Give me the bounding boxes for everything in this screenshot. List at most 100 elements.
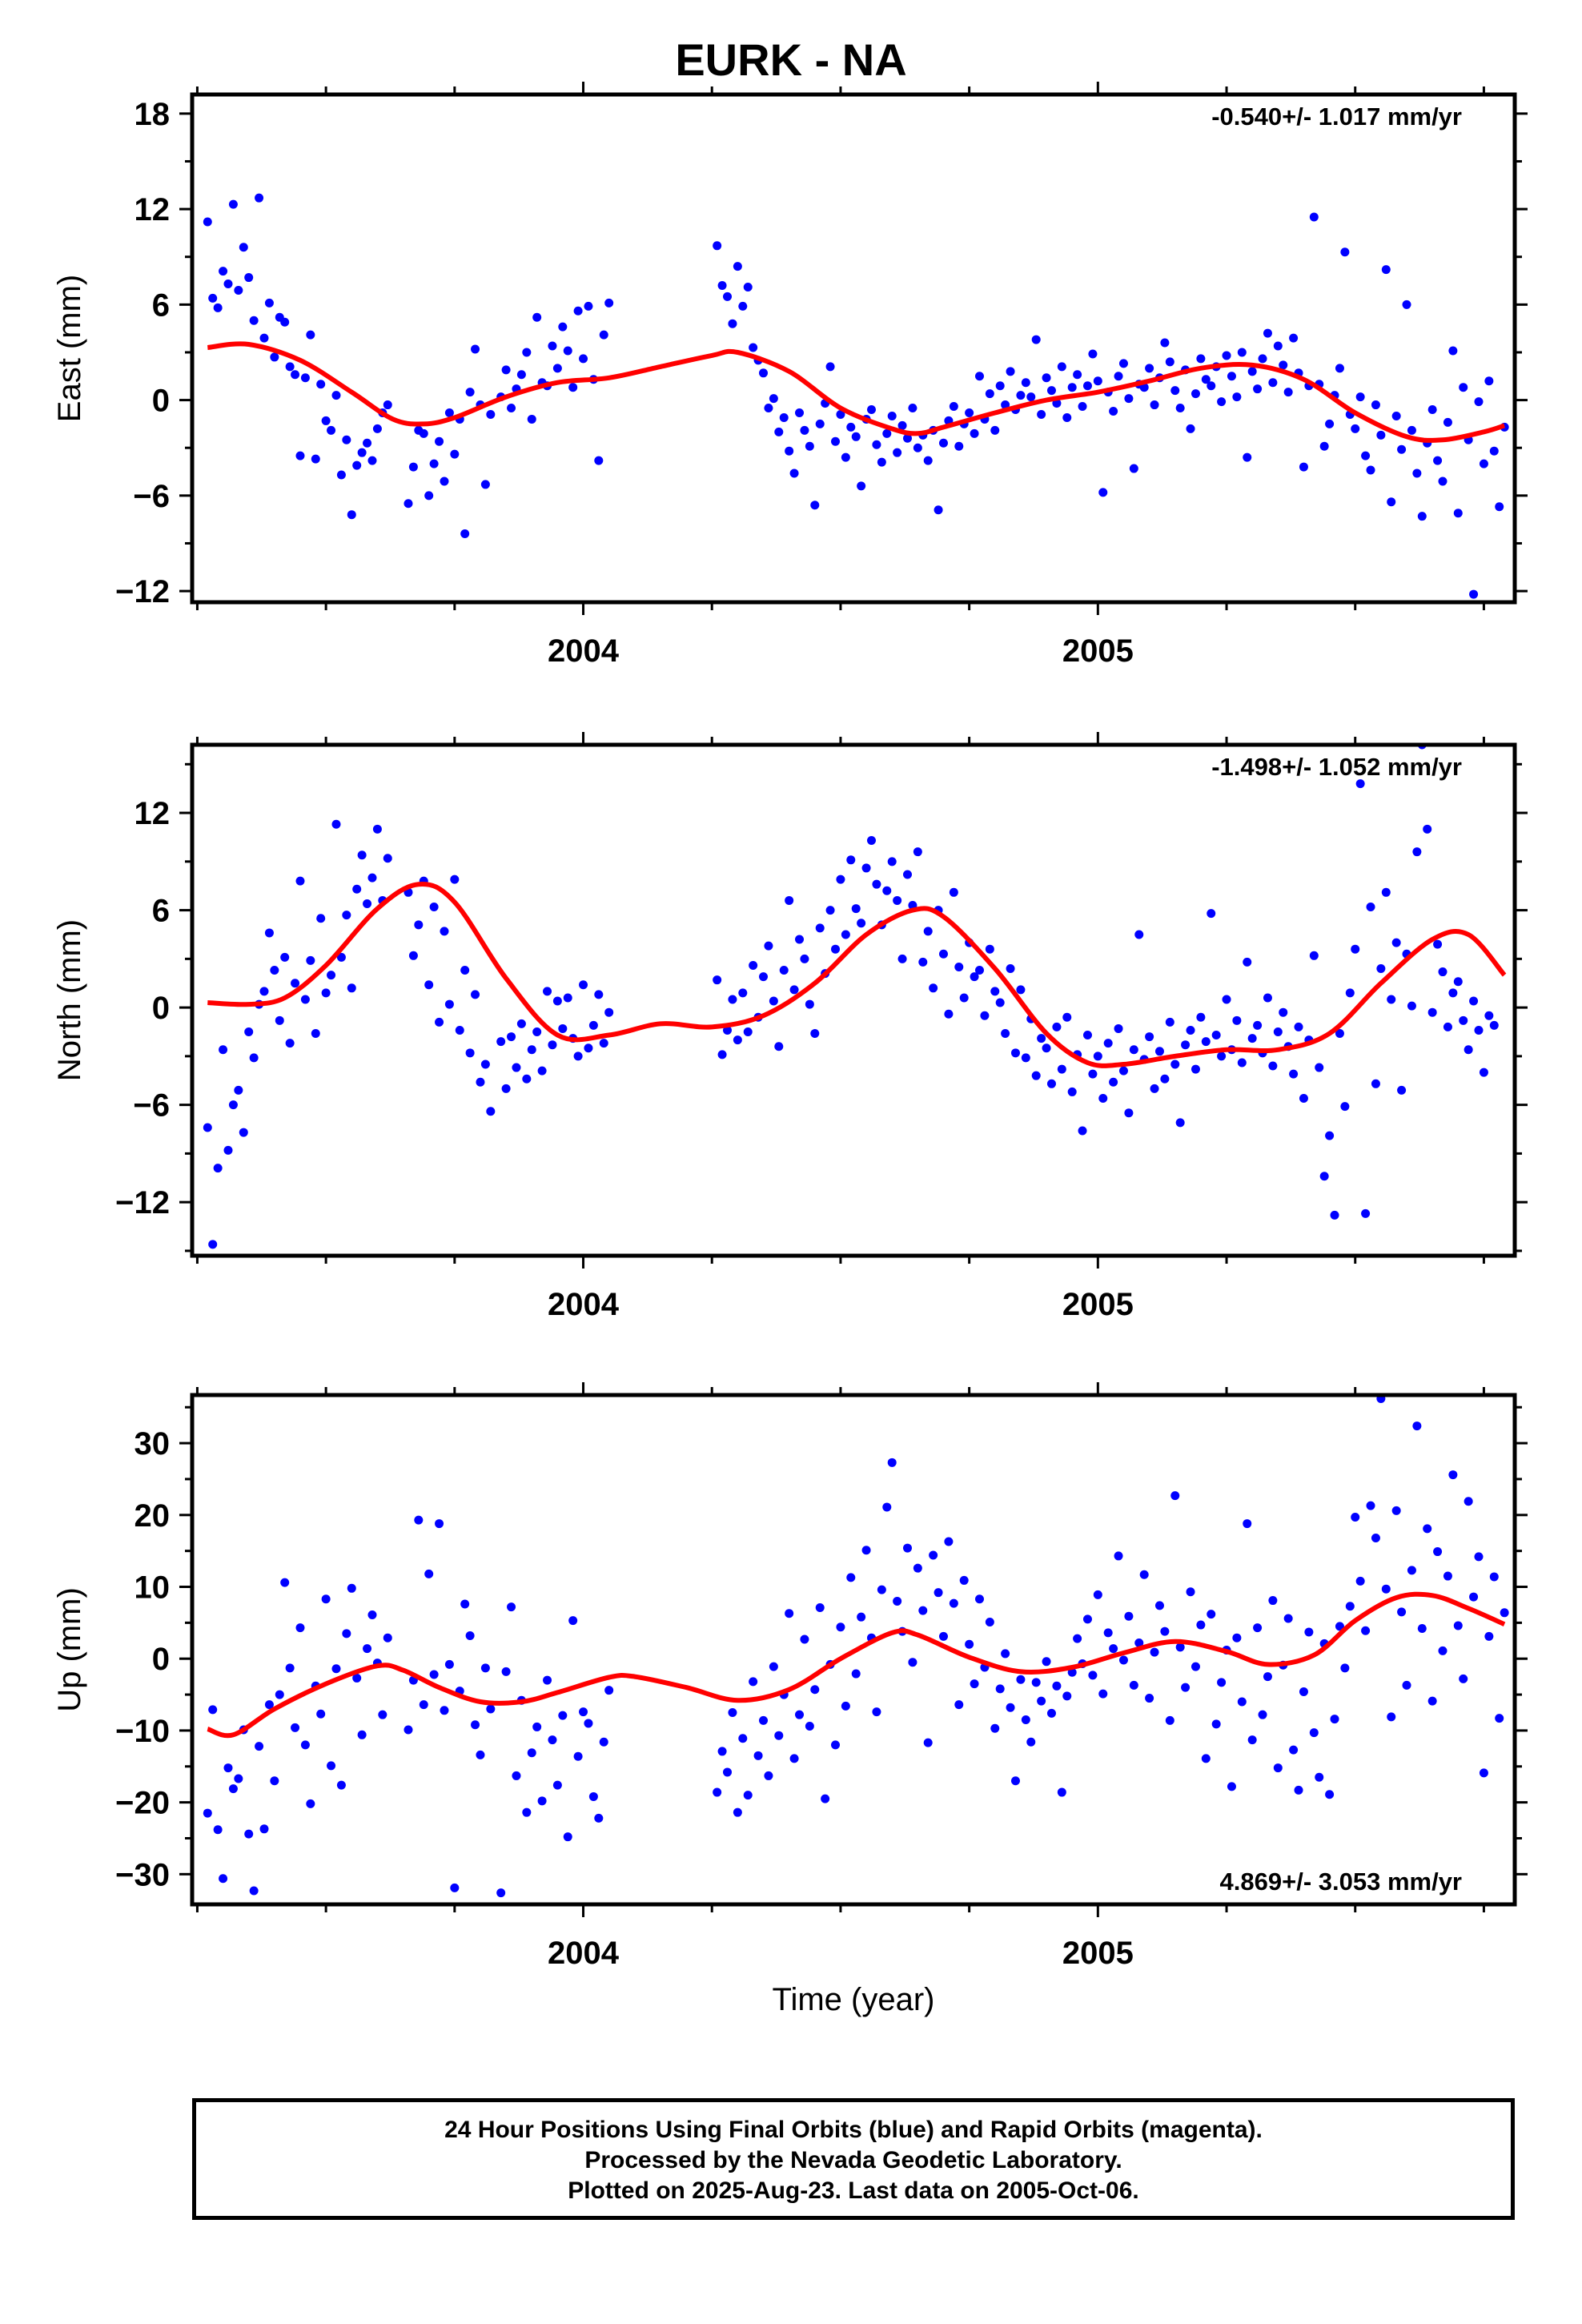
data-point [717, 1050, 727, 1059]
data-point [723, 292, 733, 301]
data-point [1016, 985, 1026, 995]
data-point [713, 241, 722, 251]
data-point [584, 1043, 593, 1053]
data-point [743, 1027, 753, 1036]
data-point [604, 1007, 614, 1017]
data-point [1325, 419, 1335, 428]
data-point [1067, 383, 1077, 392]
data-point [223, 1145, 233, 1155]
data-point [1031, 1678, 1041, 1687]
data-point [1474, 1025, 1484, 1035]
data-point [543, 987, 552, 996]
data-point [255, 193, 264, 203]
data-point [815, 1603, 825, 1613]
data-point [444, 408, 454, 417]
data-point [1345, 988, 1355, 998]
data-point [552, 996, 562, 1006]
y-tick-label: 18 [135, 97, 171, 132]
data-point [300, 373, 310, 383]
data-point [300, 995, 310, 1004]
data-point [573, 1751, 583, 1761]
data-point [1459, 1015, 1468, 1025]
data-point [1207, 381, 1216, 391]
up-panel: 2004 2005 30 20 10 0 −10 −20 −30 Up (mm) 4.869+/- … [52, 1382, 1528, 2017]
data-point [342, 435, 351, 444]
y-tick-label: −10 [115, 1714, 170, 1749]
data-point [1268, 1061, 1278, 1071]
data-point [558, 1711, 568, 1720]
data-point [821, 1794, 830, 1803]
data-point [1001, 1649, 1010, 1659]
data-point [604, 1686, 614, 1695]
data-point [1469, 589, 1479, 599]
data-point [234, 1085, 243, 1095]
data-point [1325, 1790, 1335, 1799]
data-point [1443, 417, 1452, 427]
data-point [1109, 1077, 1118, 1087]
data-point [1412, 468, 1422, 478]
data-point [527, 414, 536, 424]
data-point [579, 980, 588, 990]
data-point [558, 322, 568, 332]
data-point [507, 1602, 516, 1612]
data-point [1237, 348, 1247, 357]
data-point [841, 452, 850, 462]
data-point [934, 505, 943, 515]
y-tick-label: −6 [133, 479, 170, 514]
data-point [1412, 847, 1422, 857]
data-point [836, 409, 845, 419]
data-point [1201, 375, 1211, 384]
data-point [244, 1829, 254, 1839]
data-point [1082, 1614, 1092, 1624]
data-point [1489, 446, 1499, 456]
data-point [779, 966, 789, 975]
data-point [1479, 459, 1488, 468]
data-point [1160, 338, 1170, 348]
data-point [1351, 424, 1360, 433]
north-frame [190, 742, 1517, 1258]
data-point [1258, 354, 1267, 364]
data-point [1407, 425, 1416, 435]
data-point [1026, 1737, 1036, 1747]
data-point [306, 955, 315, 965]
data-point [1335, 1029, 1344, 1039]
data-point [893, 1596, 902, 1606]
data-point [404, 499, 413, 509]
data-point [1052, 1681, 1062, 1691]
data-point [887, 411, 897, 420]
data-point [1340, 1663, 1350, 1673]
data-point [1046, 386, 1056, 396]
data-point [327, 1761, 336, 1771]
data-point [1397, 1607, 1407, 1617]
data-point [1453, 977, 1463, 987]
data-point [728, 995, 737, 1004]
data-point [974, 1594, 984, 1604]
data-point [1222, 351, 1231, 360]
data-point [1145, 1694, 1154, 1703]
data-point [1304, 1627, 1314, 1637]
data-point [1268, 378, 1278, 388]
data-point [1273, 341, 1283, 351]
data-point [1247, 1735, 1257, 1745]
data-point [1165, 1715, 1174, 1725]
data-point [347, 1583, 356, 1593]
data-point [548, 1040, 557, 1050]
data-point [995, 381, 1005, 391]
data-point [264, 1700, 274, 1710]
data-point [857, 919, 866, 928]
data-point [795, 408, 805, 417]
data-point [1309, 1728, 1319, 1738]
data-point [291, 979, 300, 988]
data-point [419, 1700, 428, 1710]
data-point [537, 1796, 547, 1806]
data-point [795, 1710, 805, 1719]
data-point [1355, 392, 1365, 402]
up-frame [190, 1393, 1517, 1907]
data-point [1181, 1683, 1191, 1692]
data-point [1361, 1626, 1371, 1635]
data-point [1464, 1497, 1473, 1506]
data-point [1191, 1662, 1200, 1671]
data-point [1093, 376, 1102, 386]
data-point [1433, 939, 1443, 949]
